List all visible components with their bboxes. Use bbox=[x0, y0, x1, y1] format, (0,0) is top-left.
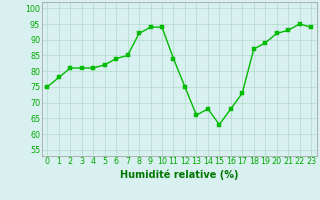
X-axis label: Humidité relative (%): Humidité relative (%) bbox=[120, 169, 238, 180]
